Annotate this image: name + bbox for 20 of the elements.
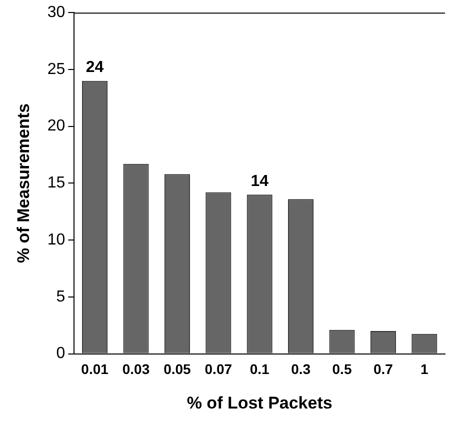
x-tick-label: 1	[420, 361, 428, 378]
x-tick-label: 0.3	[291, 361, 311, 378]
data-label: 14	[250, 172, 269, 190]
x-tick-label: 0.05	[164, 361, 192, 378]
x-tick-label: 0.01	[81, 361, 109, 378]
y-tick-label: 5	[56, 288, 66, 306]
x-tick-label: 0.5	[332, 361, 352, 378]
x-tick-label: 0.1	[250, 361, 270, 378]
y-tick-label: 10	[47, 231, 66, 248]
y-tick-label: 25	[47, 60, 66, 78]
x-tick-label: 0.07	[204, 361, 232, 378]
y-axis-title: % of Measurements	[14, 103, 33, 264]
y-tick-label: 15	[47, 174, 66, 192]
data-label: 24	[86, 59, 104, 76]
y-tick-label: 30	[47, 4, 66, 22]
x-tick-label: 0.7	[373, 361, 394, 378]
y-tick-label: 0	[56, 345, 66, 362]
x-tick-label: 0.03	[122, 361, 150, 378]
x-axis-title: % of Lost Packets	[186, 393, 332, 412]
y-tick-label: 20	[47, 118, 66, 135]
